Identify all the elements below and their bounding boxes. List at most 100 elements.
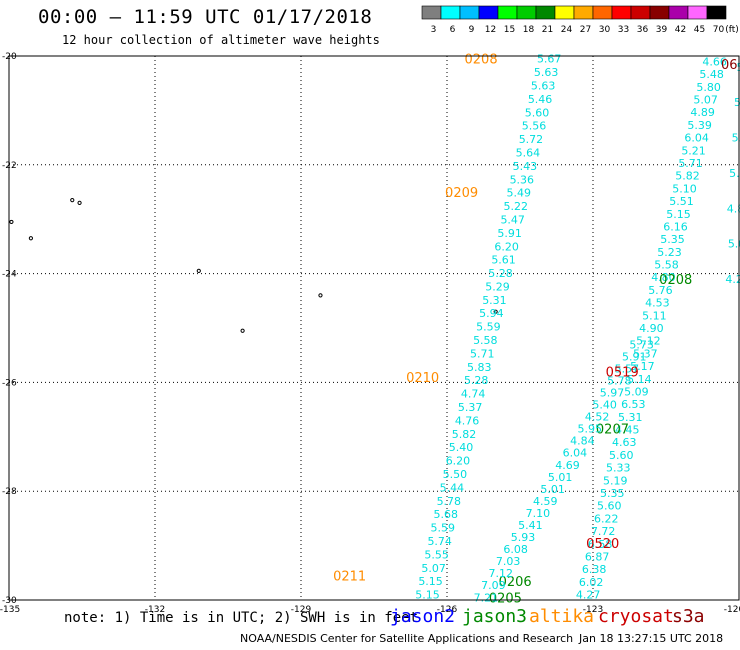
colorbar-swatch — [573, 5, 594, 20]
colorbar-tick-label: 27 — [580, 25, 591, 35]
wave-height-value: 7.09 — [481, 579, 506, 592]
pass-time-label: 0208 — [465, 53, 498, 68]
colorbar-tick-label: 42 — [675, 25, 686, 35]
wave-height-value: 5.07 — [421, 562, 446, 575]
wave-height-value: 5.29 — [485, 280, 510, 293]
wave-height-value: 5.94 — [479, 307, 504, 320]
colorbar-tick-label: 9 — [469, 25, 475, 35]
wave-height-value: 5.31 — [618, 411, 643, 424]
island-marker — [9, 219, 14, 225]
wave-height-value: 5.28 — [488, 267, 513, 280]
wave-height-value: 6.53 — [621, 398, 646, 411]
wave-height-value: 5.43 — [513, 160, 538, 173]
wave-height-value: 5.46 — [528, 93, 553, 106]
wave-height-value: 6.20 — [446, 455, 471, 468]
pass-time-label: 0209 — [445, 186, 478, 201]
colorbar-swatch — [592, 5, 613, 20]
wave-height-value: 5.91 — [622, 350, 647, 363]
wave-height-value: 5.31 — [482, 294, 507, 307]
wave-height-value: 6.20 — [494, 240, 519, 253]
legend-altika: altika — [529, 606, 595, 627]
legend-s3a: s3a — [672, 606, 705, 627]
colorbar-swatch — [421, 5, 442, 20]
wave-height-value: 4.87 — [727, 202, 740, 215]
colorbar-swatch — [535, 5, 556, 20]
wave-height-value: 7.10 — [526, 507, 551, 520]
wave-height-value: 4.69 — [555, 459, 580, 472]
island-marker — [493, 309, 498, 314]
wave-height-value: 5.60 — [525, 106, 550, 119]
wave-height-value: 5.0 — [728, 238, 740, 251]
wave-height-value: 4.27 — [576, 589, 601, 602]
colorbar-unit: (ft) — [725, 25, 739, 35]
colorbar-tick-label: 39 — [656, 25, 668, 35]
wave-height-value: 5.59 — [476, 321, 501, 334]
wave-height-value: 5.07 — [693, 94, 718, 107]
colorbar-tick-label: 70 — [713, 25, 725, 35]
footer-note: note: 1) Time is in UTC; 2) SWH is in fe… — [64, 610, 419, 626]
colorbar-swatch — [611, 5, 632, 20]
wave-height-value: 5.82 — [675, 170, 700, 183]
wave-height-value: 5.71 — [678, 157, 703, 170]
wave-height-value: 5.63 — [531, 80, 556, 93]
wave-height-value: 5.49 — [507, 187, 532, 200]
wave-height-value: 4.59 — [533, 495, 558, 508]
colorbar-tick-label: 21 — [542, 25, 553, 35]
wave-height-value: 5.82 — [452, 428, 477, 441]
wave-height-value: 5.33 — [606, 462, 631, 475]
wave-height-value: 5.41 — [518, 519, 543, 532]
wave-height-value: 7.72 — [591, 525, 616, 538]
wave-height-value: 5.93 — [511, 531, 536, 544]
wave-height-value: 6.87 — [585, 550, 610, 563]
wave-height-value: 5.17 — [630, 360, 655, 373]
wave-height-value: 4.84 — [570, 435, 595, 448]
wave-height-value: 4.74 — [461, 388, 486, 401]
x-tick-label: -135 — [0, 605, 20, 615]
colorbar-tick-label: 15 — [504, 25, 515, 35]
wave-height-value: 5.97 — [600, 387, 625, 400]
colorbar-tick-label: 45 — [694, 25, 705, 35]
wave-height-value: 4.90 — [639, 322, 664, 335]
wave-height-value: 5.58 — [473, 334, 498, 347]
pass-time-label: 0519 — [606, 366, 639, 381]
wave-height-value: 4.53 — [645, 297, 670, 310]
island-marker — [240, 328, 245, 333]
wave-height-value: 4.45 — [615, 424, 640, 437]
wave-height-value: 5.22 — [503, 200, 528, 213]
island-marker — [318, 293, 323, 298]
colorbar-swatch — [478, 5, 499, 20]
wave-height-value: 5.40 — [449, 441, 474, 454]
y-tick-label: -30 — [2, 596, 17, 606]
wave-height-value: 5.47 — [500, 213, 525, 226]
plot-frame — [8, 55, 740, 601]
pass-time-label: 0210 — [406, 371, 439, 386]
island-marker — [196, 268, 201, 273]
wave-height-value: 5.37 — [633, 347, 658, 360]
wave-height-value: 5.55 — [424, 548, 449, 561]
wave-height-value: 5.56 — [729, 167, 740, 180]
wave-height-value: 5.68 — [434, 508, 459, 521]
wave-height-value: 5.63 — [534, 66, 559, 79]
wave-height-value: 6.58 — [588, 538, 613, 551]
wave-height-value: 5.58 — [654, 259, 679, 272]
wave-height-value: 5.11 — [642, 309, 667, 322]
x-tick-label: -120 — [724, 605, 740, 615]
wave-height-value: 5.76 — [648, 284, 673, 297]
wave-height-value: 5.78 — [607, 374, 632, 387]
x-tick-label: -123 — [583, 605, 603, 615]
colorbar-swatch — [649, 5, 670, 20]
x-tick-label: -129 — [291, 605, 312, 615]
colorbar-swatch — [630, 5, 651, 20]
wave-height-value: 5.15 — [666, 208, 691, 221]
pass-time-label: 0520 — [586, 537, 619, 552]
island-marker — [28, 236, 33, 241]
colorbar-tick-label: 24 — [561, 25, 573, 35]
wave-height-value: 5.40 — [592, 399, 617, 412]
chart-subtitle: 12 hour collection of altimeter wave hei… — [62, 33, 380, 47]
colorbar-swatch — [459, 5, 480, 20]
wave-height-value: 4.52 — [585, 411, 610, 424]
wave-height-value: 7.03 — [496, 555, 521, 568]
wave-height-value: 5.15 — [415, 589, 440, 602]
colorbar-tick-label: 30 — [599, 25, 611, 35]
